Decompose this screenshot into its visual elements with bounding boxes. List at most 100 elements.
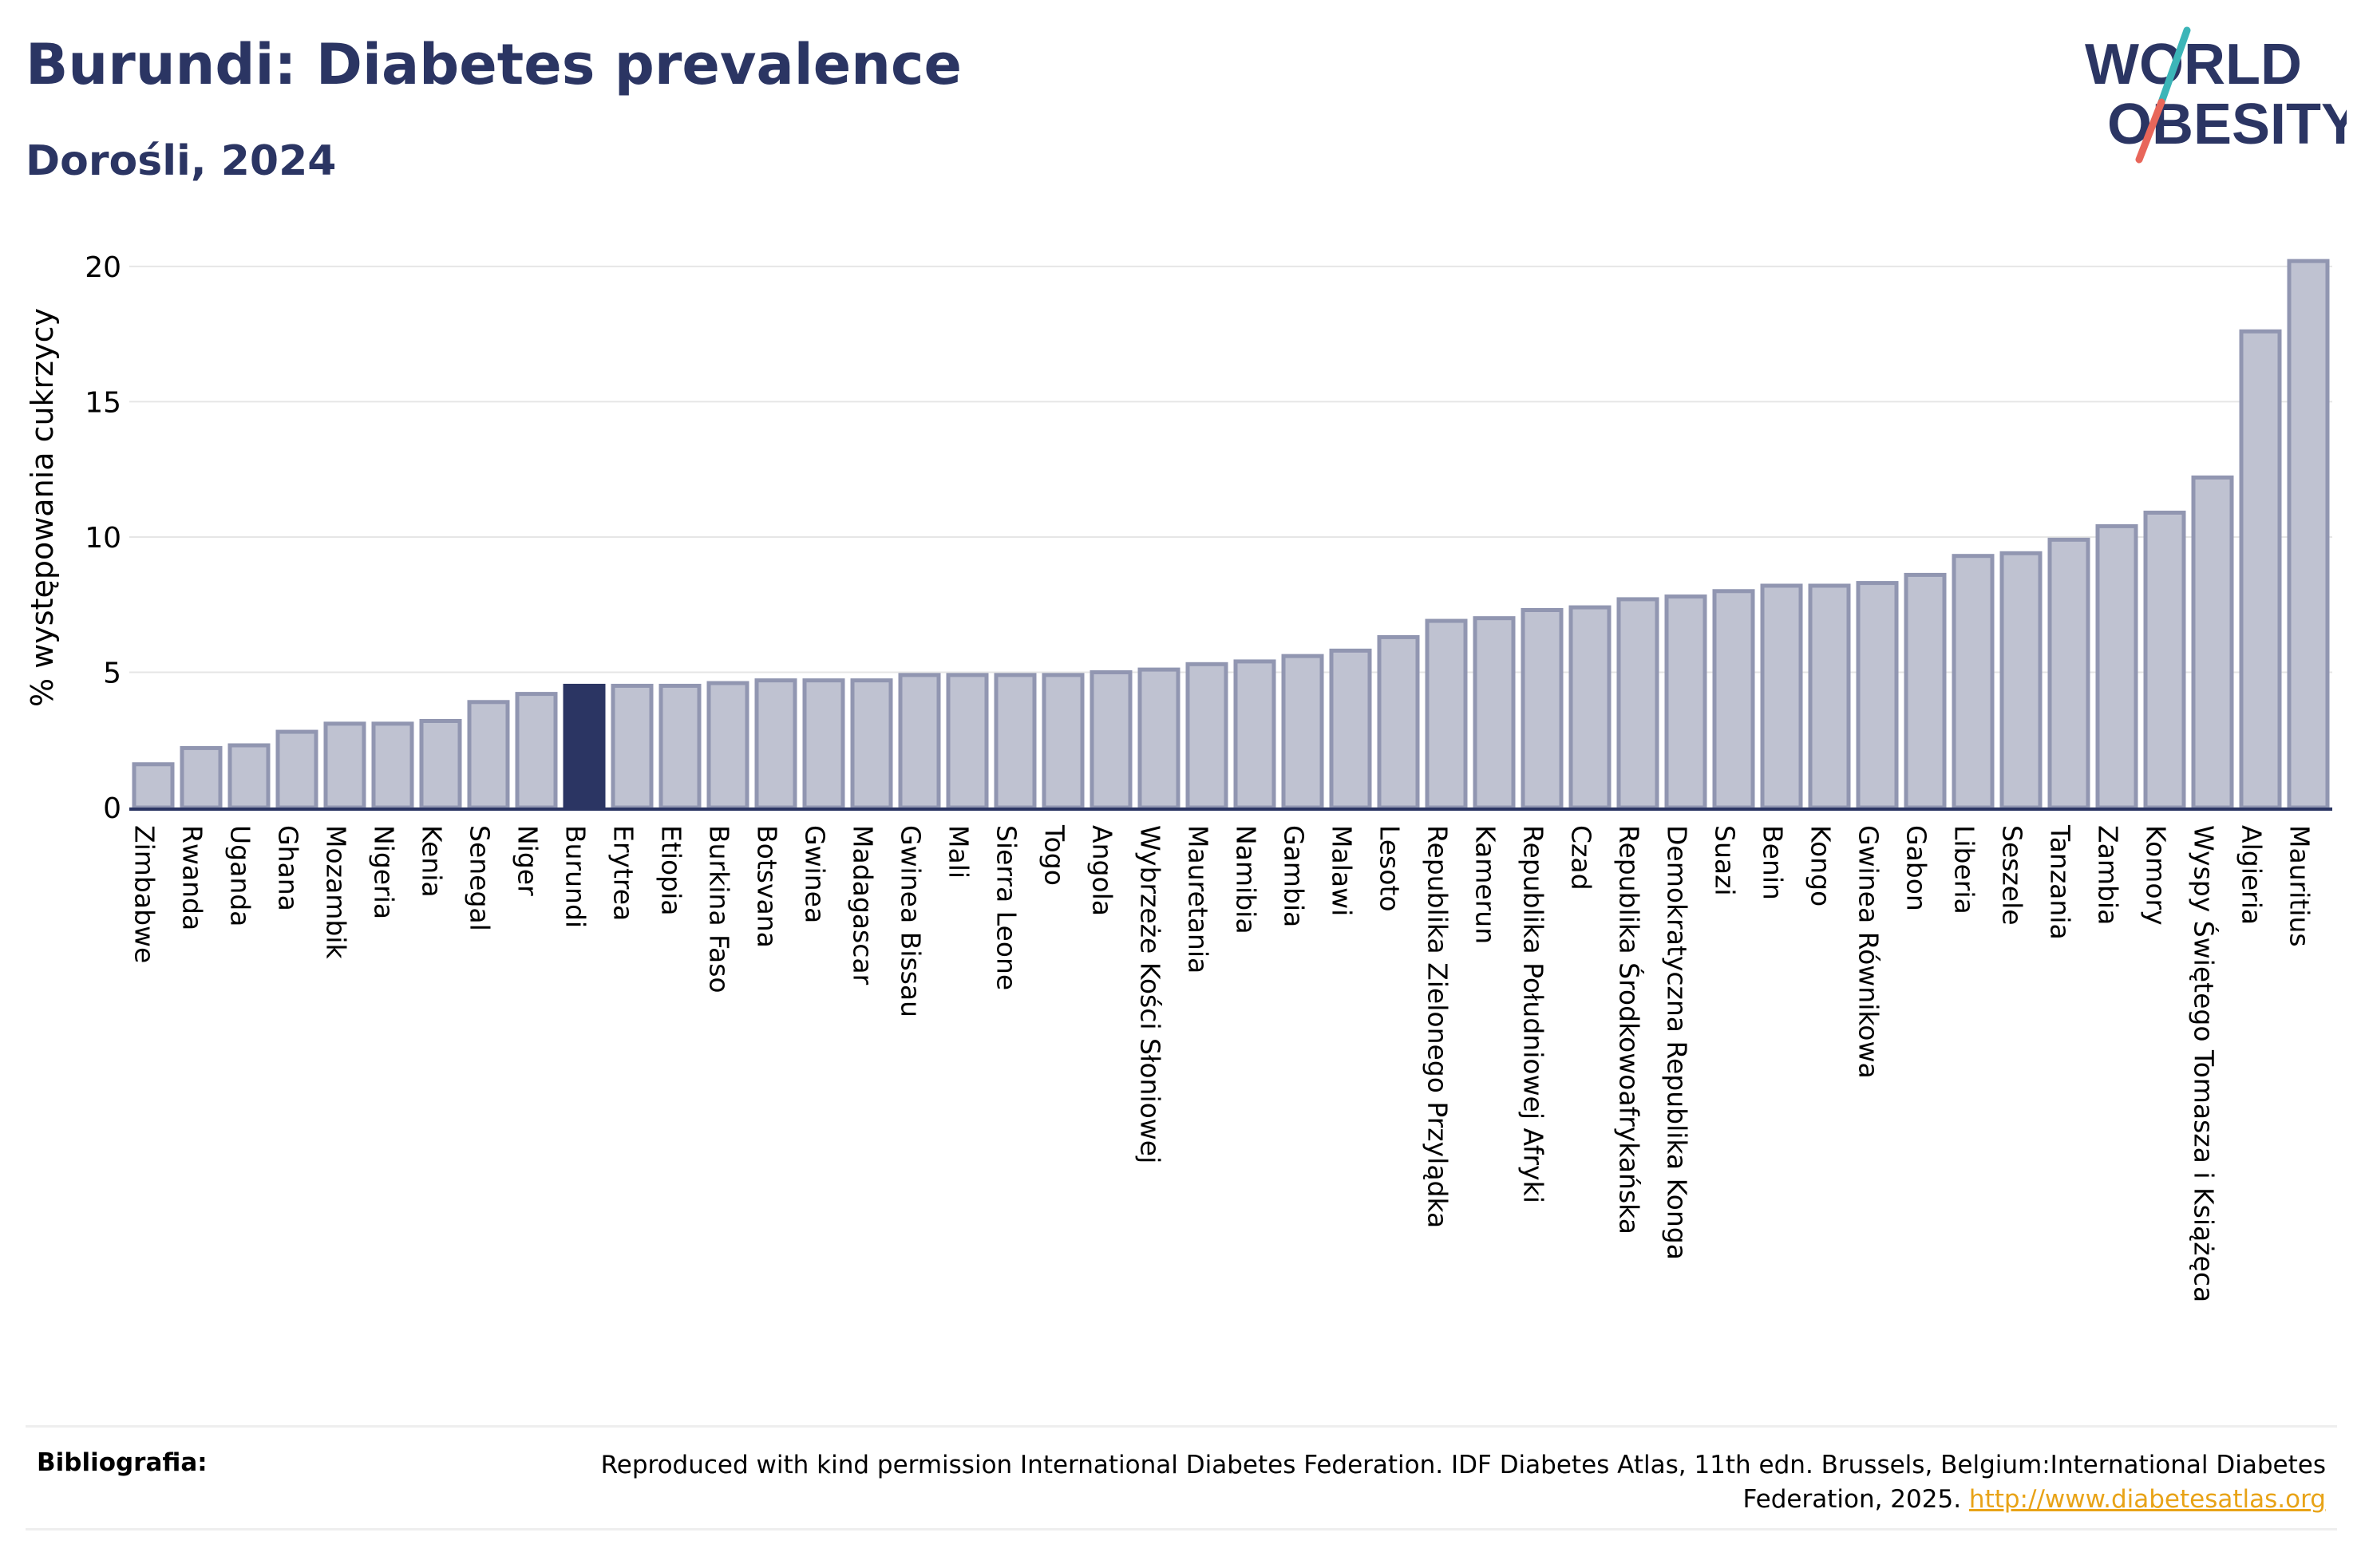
x-tick-label: Wybrzeże Kości Słoniowej [1135,825,1166,1163]
x-tick-label: Gwinea Bissau [896,825,927,1017]
x-tick-label: Komory [2141,825,2172,926]
bar-demokratyczna-republika-konga[interactable] [1664,594,1707,810]
x-tick-label: Madagascar [848,825,879,985]
bar-botsvana[interactable] [754,678,797,810]
x-tick-label: Senegal [465,825,496,931]
x-tick-label: Benin [1758,825,1789,900]
bar-republika-środkowoafrykańska[interactable] [1616,597,1659,810]
x-tick-label: Suazi [1710,825,1741,896]
y-tick-label: 10 [85,522,121,555]
bar-mauritius[interactable] [2287,259,2330,810]
chart-subtitle: Dorośli, 2024 [26,137,337,185]
bar-zimbabwe[interactable] [132,762,175,810]
y-tick-label: 15 [85,386,121,419]
footer-link[interactable]: http://www.diabetesatlas.org [1968,1485,2326,1514]
bar-gambia[interactable] [1281,654,1324,810]
bar-benin[interactable] [1760,583,1803,810]
y-tick-label: 20 [85,251,121,284]
x-tick-label: Burkina Faso [704,825,735,993]
bar-namibia[interactable] [1233,659,1276,810]
bar-gwinea[interactable] [802,678,845,810]
bar-wyspy-świętego-tomasza-i-książęca[interactable] [2191,475,2234,810]
x-tick-label: Uganda [225,825,256,926]
logo-line-1: WORLD [2085,33,2302,97]
bar-komory[interactable] [2143,510,2186,810]
x-tick-label: Czad [1566,825,1597,891]
bar-erytrea[interactable] [611,683,654,810]
x-tick-label: Mauretania [1183,825,1214,974]
bar-senegal[interactable] [467,700,510,810]
bars [132,259,2330,810]
x-tick-label: Kenia [417,825,448,898]
x-tick-label: Nigeria [369,825,400,919]
x-tick-label: Demokratyczna Republika Konga [1662,825,1693,1260]
bar-chart: 0 5 10 15 20 Zimbabwe Rwanda Uganda Ghana Mozamb… [25,251,2332,1302]
bar-burkina-faso[interactable] [706,681,749,810]
x-tick-label: Mali [943,825,975,879]
bar-gabon[interactable] [1904,572,1947,810]
y-tick-label: 5 [103,657,121,689]
bar-mozambik[interactable] [323,721,366,810]
bar-czad[interactable] [1568,605,1612,810]
bar-mali[interactable] [946,673,989,810]
y-tick-label: 0 [103,792,121,825]
x-tick-label: Gwinea Równikowa [1853,825,1884,1079]
x-tick-label: Togo [1039,824,1070,886]
x-tick-label: Wyspy Świętego Tomasza i Książęca [2189,825,2221,1302]
bar-angola[interactable] [1090,669,1133,810]
bar-tanzania[interactable] [2047,537,2090,810]
footer: Bibliografia: Reproduced with kind permi… [26,1425,2337,1530]
x-tick-label: Tanzania [2045,824,2076,940]
bar-nigeria[interactable] [371,721,414,810]
x-tick-label: Malawi [1327,825,1358,916]
logo-slash-top [2157,26,2191,106]
x-tick-labels: Zimbabwe Rwanda Uganda Ghana Mozambik Nigeria… [129,824,2316,1302]
bar-etiopia[interactable] [658,683,702,810]
bar-uganda[interactable] [227,743,271,810]
world-obesity-logo: WORLD OBESITY [2085,26,2347,164]
bar-algieria[interactable] [2239,329,2282,810]
x-tick-label: Algieria [2236,825,2268,925]
bar-seszele[interactable] [1999,551,2043,810]
bar-mauretania[interactable] [1185,662,1228,810]
bar-liberia[interactable] [1952,554,1995,810]
bar-sierra-leone[interactable] [994,673,1037,810]
footer-citation-text: Reproduced with kind permission Internat… [600,1451,2326,1514]
bar-kongo[interactable] [1808,583,1851,810]
bar-lesoto[interactable] [1377,634,1420,810]
x-tick-label: Niger [512,825,544,896]
logo-slash-bottom [2135,98,2165,164]
bar-madagascar[interactable] [850,678,893,810]
bar-burundi[interactable] [563,683,606,810]
bar-gwinea-bissau[interactable] [898,673,941,810]
bar-kenia[interactable] [419,719,462,810]
bar-gwinea-równikowa[interactable] [1856,581,1899,810]
x-tick-label: Kongo [1805,825,1837,906]
y-tick-labels: 0 5 10 15 20 [85,251,121,825]
x-tick-label: Ghana [273,825,304,911]
x-tick-label: Angola [1087,825,1118,916]
bar-malawi[interactable] [1329,648,1372,810]
x-tick-label: Republika Zielonego Przylądka [1422,825,1453,1228]
x-tick-label: Erytrea [608,825,639,921]
bar-niger[interactable] [515,692,558,810]
x-tick-label: Seszele [1997,825,2028,926]
bar-zambia[interactable] [2095,523,2138,810]
x-tick-label: Republika Środkowoafrykańska [1614,825,1646,1234]
x-tick-label: Sierra Leone [991,825,1022,990]
bar-ghana[interactable] [275,729,318,810]
x-tick-label: Rwanda [177,825,208,930]
y-axis-label: % występowania cukrzycy [25,308,60,707]
x-tick-label: Liberia [1949,825,1980,914]
bar-wybrzeże-kości-słoniowej[interactable] [1137,667,1180,810]
chart-title: Burundi: Diabetes prevalence [26,32,962,97]
bar-togo[interactable] [1042,673,1085,810]
bar-republika-południowej-afryki[interactable] [1521,607,1564,810]
x-tick-label: Gwinea [800,825,831,923]
bar-suazi[interactable] [1712,589,1755,810]
x-tick-label: Gambia [1279,825,1310,927]
bar-rwanda[interactable] [180,745,223,810]
bar-kamerun[interactable] [1473,616,1516,810]
bar-republika-zielonego-przylądka[interactable] [1425,618,1468,810]
x-tick-label: Burundi [560,825,591,928]
